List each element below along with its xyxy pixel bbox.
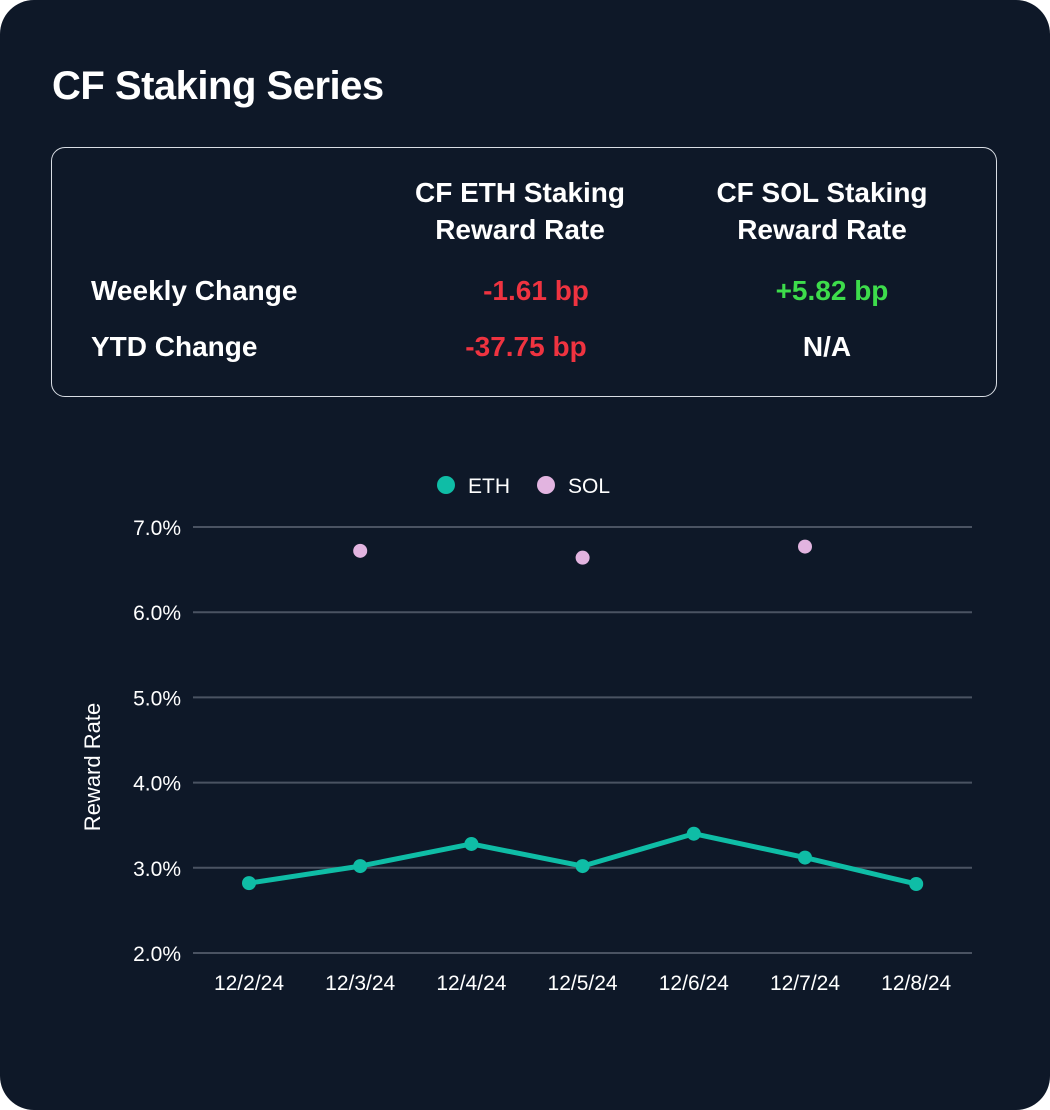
legend-eth-marker bbox=[437, 476, 455, 494]
column-header-sol: CF SOL Staking Reward Rate bbox=[672, 174, 972, 248]
legend: ETH SOL bbox=[437, 475, 610, 498]
x-tick-label: 12/6/24 bbox=[659, 972, 729, 995]
chart-series bbox=[242, 539, 924, 891]
y-tick-label: 4.0% bbox=[133, 773, 181, 796]
x-tick-label: 12/4/24 bbox=[436, 972, 506, 995]
reward-rate-chart: 2.0%3.0%4.0%5.0%6.0%7.0% 12/2/24 12/3/24 1… bbox=[80, 475, 972, 995]
x-tick-label: 12/2/24 bbox=[214, 972, 284, 995]
legend-sol-marker bbox=[537, 476, 555, 494]
x-tick-label: 12/5/24 bbox=[548, 972, 618, 995]
summary-table: CF ETH Staking Reward Rate CF SOL Stakin… bbox=[51, 147, 997, 397]
legend-sol-label: SOL bbox=[568, 475, 610, 498]
eth-data-point bbox=[464, 836, 479, 851]
ytd-change-sol: N/A bbox=[802, 331, 852, 362]
weekly-change-eth: -1.61 bp bbox=[483, 275, 589, 306]
page-title: CF Staking Series bbox=[52, 64, 384, 108]
row-label-weekly: Weekly Change bbox=[91, 275, 298, 306]
grid-lines bbox=[193, 526, 972, 954]
sol-data-point bbox=[798, 539, 812, 554]
eth-data-point bbox=[686, 826, 701, 841]
column-header-sol-line-2: Reward Rate bbox=[737, 214, 907, 245]
column-header-eth: CF ETH Staking Reward Rate bbox=[370, 174, 670, 248]
column-header-sol-line-1: CF SOL Staking bbox=[716, 177, 928, 208]
weekly-change-sol: +5.82 bp bbox=[775, 275, 889, 306]
x-tick-label: 12/3/24 bbox=[325, 972, 395, 995]
column-header-eth-line-2: Reward Rate bbox=[435, 214, 605, 245]
y-tick-label: 3.0% bbox=[133, 858, 181, 881]
column-header-eth-line-1: CF ETH Staking bbox=[414, 177, 625, 208]
eth-series-line bbox=[248, 831, 917, 887]
eth-data-point bbox=[242, 876, 256, 891]
ytd-change-eth: -37.75 bp bbox=[465, 331, 587, 362]
x-tick-label: 12/7/24 bbox=[770, 972, 840, 995]
y-tick-label: 7.0% bbox=[133, 517, 181, 540]
y-tick-label: 6.0% bbox=[133, 602, 181, 625]
sol-data-point bbox=[353, 543, 368, 558]
y-tick-label: 5.0% bbox=[133, 687, 181, 710]
x-tick-label: 12/8/24 bbox=[881, 972, 951, 995]
sol-data-point bbox=[575, 550, 590, 565]
eth-data-point bbox=[575, 859, 590, 874]
row-label-ytd: YTD Change bbox=[91, 331, 258, 362]
y-axis-label: Reward Rate bbox=[80, 703, 105, 831]
x-axis-ticks: 12/2/24 12/3/24 12/4/24 12/5/24 12/6/24 12/7/… bbox=[214, 972, 952, 995]
y-axis-ticks: 2.0% 3.0% 4.0% 5.0% 6.0% 7.0% bbox=[133, 517, 181, 966]
eth-data-point bbox=[909, 876, 924, 891]
y-tick-label: 2.0% bbox=[133, 943, 181, 966]
eth-data-point bbox=[353, 859, 368, 874]
legend-eth-label: ETH bbox=[468, 475, 510, 498]
eth-data-point bbox=[798, 850, 812, 865]
